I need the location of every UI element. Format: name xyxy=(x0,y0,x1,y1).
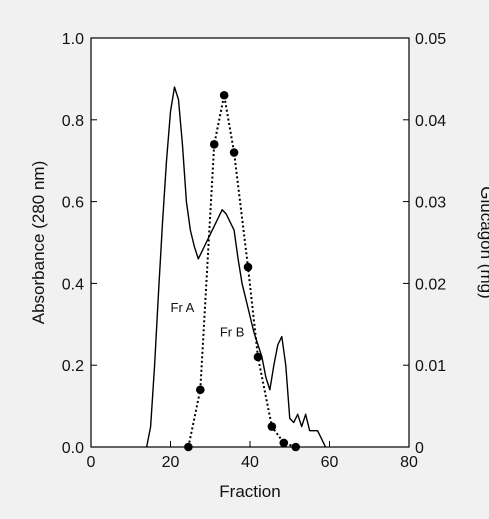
annotation-fr-a: Fr A xyxy=(171,300,195,315)
plot-background xyxy=(91,38,409,447)
y2-tick-label: 0.04 xyxy=(415,113,446,130)
x-tick-label: 60 xyxy=(321,454,339,471)
x-tick-label: 0 xyxy=(87,454,96,471)
y2-tick-label: 0.01 xyxy=(415,358,446,375)
series-2-point xyxy=(219,90,229,100)
y-tick-label: 1.0 xyxy=(62,31,84,48)
series-line-2 xyxy=(187,94,297,448)
series-2-point xyxy=(209,140,219,149)
y2-tick-label: 0.02 xyxy=(415,276,446,293)
y-tick-label: 0.4 xyxy=(62,276,84,293)
x-tick-label: 20 xyxy=(162,454,180,471)
y-tick-label: 0.8 xyxy=(62,113,84,130)
y2-tick-label: 0 xyxy=(415,440,424,457)
axes-layer: 0 20 40 60 80 0.0 0.2 0.4 0.6 0.8 1.0 0 0.01 0.02 0.03… xyxy=(62,31,446,471)
y-tick-label: 0.6 xyxy=(62,195,84,212)
series-2-point xyxy=(267,422,277,431)
series-2-point xyxy=(229,148,239,157)
x-axis-label: Fraction xyxy=(219,482,280,501)
series-2-point xyxy=(243,262,253,272)
y-tick-label: 0.2 xyxy=(62,358,84,375)
x-tick-label: 80 xyxy=(400,454,418,471)
series-layer xyxy=(145,86,327,452)
series-line-1 xyxy=(145,86,327,448)
series-2-point xyxy=(196,385,205,395)
annotation-fr-b: Fr B xyxy=(220,325,245,340)
y2-tick-label: 0.05 xyxy=(415,31,446,48)
y-tick-label: 0.0 xyxy=(62,440,84,457)
y2-axis-label: Glucagon (mg) xyxy=(477,186,489,298)
y2-tick-label: 0.03 xyxy=(415,195,446,212)
series-2-point xyxy=(279,438,289,448)
x-tick-label: 40 xyxy=(241,454,259,471)
y-axis-label: Absorbance (280 nm) xyxy=(29,161,48,324)
series-2-point xyxy=(253,352,263,362)
